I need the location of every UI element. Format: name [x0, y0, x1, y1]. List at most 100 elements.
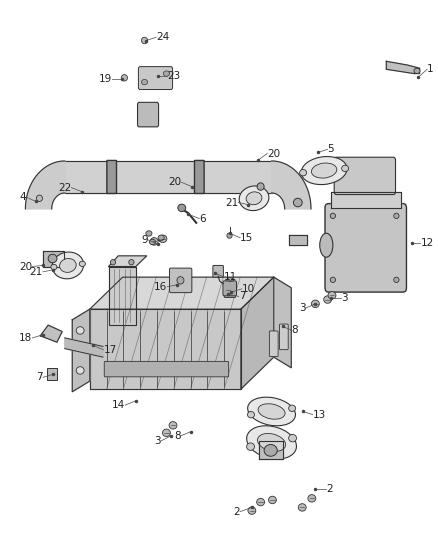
- Ellipse shape: [246, 192, 262, 205]
- Ellipse shape: [289, 434, 297, 442]
- Text: 22: 22: [58, 183, 71, 192]
- Ellipse shape: [177, 277, 184, 284]
- Ellipse shape: [247, 397, 296, 426]
- Text: 3: 3: [155, 436, 161, 446]
- Polygon shape: [90, 309, 241, 389]
- Text: 21: 21: [225, 198, 238, 207]
- Ellipse shape: [224, 286, 232, 294]
- Polygon shape: [109, 256, 147, 266]
- Polygon shape: [90, 277, 274, 309]
- Text: 7: 7: [36, 373, 43, 382]
- Ellipse shape: [150, 238, 158, 245]
- Text: 21: 21: [30, 267, 43, 277]
- Text: 17: 17: [103, 345, 117, 354]
- Ellipse shape: [60, 259, 76, 272]
- Ellipse shape: [264, 445, 277, 456]
- Text: 24: 24: [156, 33, 169, 42]
- Ellipse shape: [311, 300, 319, 308]
- Ellipse shape: [342, 165, 349, 172]
- Polygon shape: [274, 277, 291, 368]
- FancyBboxPatch shape: [107, 160, 117, 193]
- FancyBboxPatch shape: [279, 324, 288, 350]
- Ellipse shape: [293, 198, 302, 207]
- FancyBboxPatch shape: [223, 281, 237, 296]
- Ellipse shape: [76, 327, 84, 334]
- Polygon shape: [241, 277, 274, 389]
- Ellipse shape: [48, 254, 57, 263]
- Text: 9: 9: [141, 235, 148, 245]
- Ellipse shape: [159, 235, 167, 243]
- Ellipse shape: [320, 233, 333, 257]
- Polygon shape: [331, 192, 401, 208]
- Text: 8: 8: [174, 431, 180, 441]
- FancyBboxPatch shape: [213, 265, 223, 277]
- Text: 2: 2: [326, 484, 333, 494]
- Ellipse shape: [258, 433, 286, 451]
- Ellipse shape: [76, 367, 84, 374]
- Text: 20: 20: [267, 149, 280, 158]
- Ellipse shape: [158, 235, 164, 240]
- Ellipse shape: [141, 37, 148, 44]
- FancyBboxPatch shape: [334, 157, 396, 195]
- Text: 20: 20: [168, 177, 181, 187]
- Text: 7: 7: [239, 292, 245, 301]
- Ellipse shape: [301, 157, 347, 184]
- Ellipse shape: [146, 231, 152, 236]
- Text: 2: 2: [233, 507, 240, 516]
- Ellipse shape: [169, 422, 177, 429]
- Ellipse shape: [129, 260, 134, 265]
- Polygon shape: [25, 161, 65, 209]
- Ellipse shape: [298, 504, 306, 511]
- Polygon shape: [272, 161, 311, 209]
- Text: 4: 4: [20, 192, 26, 202]
- Ellipse shape: [394, 277, 399, 282]
- Polygon shape: [72, 309, 90, 392]
- Text: 8: 8: [292, 326, 298, 335]
- Ellipse shape: [163, 71, 170, 76]
- Polygon shape: [40, 325, 62, 342]
- Polygon shape: [43, 251, 64, 266]
- Ellipse shape: [226, 278, 234, 285]
- Text: 11: 11: [224, 272, 237, 282]
- Text: 20: 20: [19, 262, 32, 271]
- Ellipse shape: [247, 426, 297, 459]
- Ellipse shape: [149, 239, 155, 245]
- Ellipse shape: [247, 411, 254, 418]
- Ellipse shape: [311, 163, 337, 178]
- Ellipse shape: [141, 79, 148, 85]
- FancyBboxPatch shape: [170, 268, 192, 293]
- Ellipse shape: [324, 296, 332, 303]
- Text: 12: 12: [420, 238, 434, 247]
- Ellipse shape: [51, 264, 57, 270]
- Ellipse shape: [121, 75, 127, 81]
- Text: 23: 23: [167, 71, 180, 80]
- Ellipse shape: [52, 252, 84, 279]
- Ellipse shape: [414, 68, 420, 74]
- Ellipse shape: [247, 443, 254, 450]
- Ellipse shape: [330, 277, 336, 282]
- Ellipse shape: [268, 496, 276, 504]
- Ellipse shape: [110, 260, 116, 265]
- Ellipse shape: [178, 204, 186, 212]
- Polygon shape: [109, 266, 136, 325]
- FancyBboxPatch shape: [104, 361, 229, 377]
- Text: 15: 15: [240, 233, 253, 243]
- Ellipse shape: [36, 195, 42, 201]
- Ellipse shape: [162, 429, 170, 437]
- FancyBboxPatch shape: [138, 67, 173, 90]
- FancyBboxPatch shape: [325, 204, 406, 292]
- Text: 18: 18: [19, 333, 32, 343]
- Text: 19: 19: [99, 74, 112, 84]
- Text: 5: 5: [328, 144, 334, 154]
- Ellipse shape: [79, 261, 85, 266]
- Ellipse shape: [328, 292, 336, 299]
- Text: 1: 1: [427, 64, 434, 74]
- Ellipse shape: [394, 213, 399, 219]
- FancyBboxPatch shape: [269, 331, 278, 357]
- Polygon shape: [259, 441, 283, 459]
- Ellipse shape: [239, 186, 269, 211]
- FancyBboxPatch shape: [47, 368, 57, 380]
- Polygon shape: [386, 61, 420, 74]
- FancyBboxPatch shape: [224, 284, 236, 297]
- Ellipse shape: [308, 495, 316, 502]
